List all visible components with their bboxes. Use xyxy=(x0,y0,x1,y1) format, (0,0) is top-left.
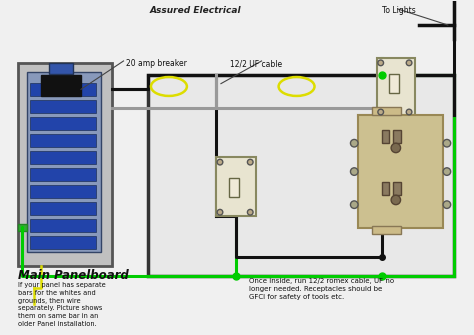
Bar xyxy=(377,58,415,115)
Text: If your panel has separate
bars for the whites and
grounds, then wire
separately: If your panel has separate bars for the … xyxy=(18,282,105,327)
Text: 20 amp breaker: 20 amp breaker xyxy=(127,59,187,68)
Circle shape xyxy=(350,201,358,208)
Bar xyxy=(18,223,27,231)
Bar xyxy=(18,63,112,266)
Bar xyxy=(372,226,401,234)
Text: Assured Electrical: Assured Electrical xyxy=(150,6,242,15)
Bar xyxy=(30,202,96,215)
Bar xyxy=(393,130,401,143)
Bar xyxy=(30,185,96,198)
Circle shape xyxy=(217,159,223,165)
Bar xyxy=(30,134,96,147)
Bar xyxy=(30,151,96,164)
Bar xyxy=(30,219,96,232)
Circle shape xyxy=(350,168,358,175)
Circle shape xyxy=(217,209,223,215)
Bar xyxy=(229,178,239,197)
Bar xyxy=(30,83,96,96)
Bar xyxy=(382,130,389,143)
Circle shape xyxy=(378,109,383,115)
Bar xyxy=(393,182,401,195)
Circle shape xyxy=(391,143,401,153)
Bar xyxy=(27,72,101,252)
Bar xyxy=(30,100,96,113)
Bar xyxy=(41,75,81,96)
Circle shape xyxy=(443,201,451,208)
Bar xyxy=(30,117,96,130)
Circle shape xyxy=(391,195,401,205)
Text: 12/2 UF cable: 12/2 UF cable xyxy=(230,59,283,68)
Text: Main Panelboard: Main Panelboard xyxy=(18,269,128,282)
Bar xyxy=(358,115,443,228)
Bar xyxy=(49,63,73,74)
Bar xyxy=(30,236,96,249)
Circle shape xyxy=(406,109,412,115)
Circle shape xyxy=(406,60,412,66)
Bar xyxy=(148,75,454,276)
Text: To Lights: To Lights xyxy=(382,6,415,15)
Bar xyxy=(30,168,96,181)
Circle shape xyxy=(443,139,451,147)
Circle shape xyxy=(247,159,253,165)
Circle shape xyxy=(378,60,383,66)
Circle shape xyxy=(350,139,358,147)
Bar xyxy=(372,107,401,115)
Text: Once inside, run 12/2 romex cable, UF no
longer needed. Receptacles should be
GF: Once inside, run 12/2 romex cable, UF no… xyxy=(249,278,394,300)
Bar xyxy=(389,74,399,93)
Circle shape xyxy=(443,168,451,175)
Bar xyxy=(216,157,256,216)
Circle shape xyxy=(247,209,253,215)
Bar xyxy=(382,182,389,195)
